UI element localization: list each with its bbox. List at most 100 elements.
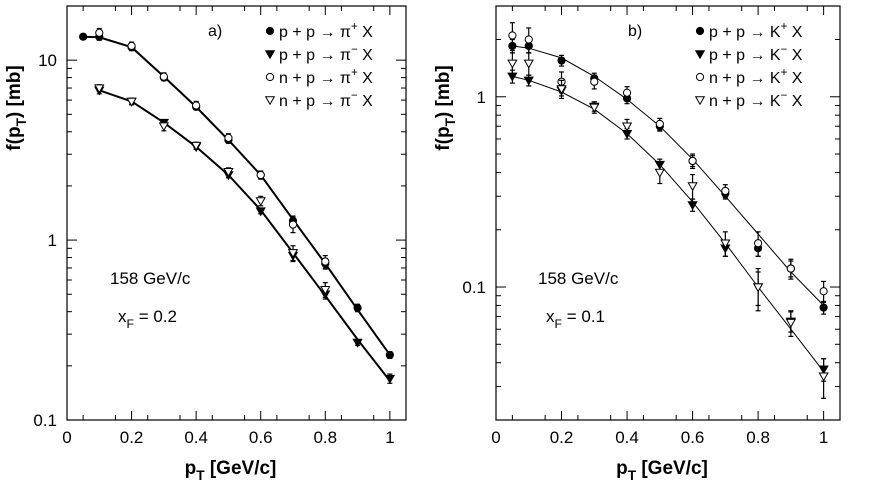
data-point: [287, 249, 299, 259]
data-point: [353, 303, 362, 312]
legend-label: n + p → K+​ X: [709, 67, 803, 87]
x-tick-label: 0.8: [313, 428, 337, 447]
y-tick-label: 0.1: [33, 411, 57, 430]
data-point: [557, 56, 566, 65]
legend-marker: [264, 50, 276, 60]
series-4: [507, 52, 829, 399]
x-tick-label: 0.6: [249, 428, 273, 447]
y-tick-label: 1: [48, 231, 57, 250]
data-point: [127, 41, 136, 51]
chart-panel-b: 0 0.2 0.4 0.6 0.8 1 0.1 1 pT​ [GeV/c] f(pT​) [mb]…: [433, 5, 841, 483]
data-point: [192, 101, 201, 110]
fit-curve: [98, 89, 391, 382]
legend-marker: [265, 72, 275, 82]
legend-marker: [264, 96, 276, 106]
data-point: [79, 32, 88, 41]
data-point: [721, 186, 730, 196]
data-point: [320, 285, 331, 295]
data-point: [654, 168, 665, 178]
legend-label: p + p → K+​ X: [709, 21, 803, 41]
legend-label: n + p → π+​ X: [279, 67, 373, 87]
data-point: [321, 257, 330, 266]
data-point: [622, 88, 632, 97]
y-tick-label: 10: [38, 51, 57, 70]
data-point: [655, 119, 664, 129]
data-point: [819, 287, 828, 296]
data-point: [818, 372, 829, 382]
panel-label: a): [208, 23, 222, 40]
data-point: [95, 28, 104, 37]
data-point: [223, 167, 234, 177]
x-tick-label: 0.4: [184, 428, 208, 447]
legend-label: p + p → π+​ X: [279, 21, 373, 41]
data-point: [288, 220, 298, 229]
data-point: [159, 72, 168, 81]
data-point: [556, 85, 567, 95]
y-axis-label: f(pT​) [mb]: [433, 65, 458, 150]
annotation-energy: 158 GeV/c: [538, 269, 619, 288]
data-point: [590, 77, 599, 86]
annotation-xf: xF​ = 0.2: [118, 307, 177, 331]
legend-marker: [694, 96, 706, 106]
data-point: [385, 350, 394, 360]
data-point: [224, 133, 233, 142]
annotation-xf: xF​ = 0.1: [546, 307, 605, 331]
legend-label: p + p → K−​ X: [709, 44, 803, 64]
x-tick-label: 1: [385, 428, 394, 447]
data-point: [190, 141, 202, 151]
x-tick-label: 0.2: [120, 428, 144, 447]
series-4: [94, 84, 331, 299]
data-point: [255, 197, 266, 207]
series-3: [508, 22, 828, 304]
data-point: [785, 318, 797, 328]
x-axis-label: pT​ [GeV/c]: [616, 458, 708, 483]
data-point: [126, 97, 137, 107]
data-point: [688, 156, 697, 166]
data-point: [384, 374, 396, 384]
panel-label: b): [628, 23, 642, 40]
series-2: [94, 86, 396, 384]
x-tick-label: 0.4: [615, 428, 639, 447]
data-point: [819, 303, 828, 312]
data-point: [687, 201, 698, 211]
plot-frame: [495, 5, 841, 421]
data-point: [523, 59, 534, 69]
data-point: [352, 338, 363, 348]
data-point: [753, 239, 763, 248]
chart-panel-a: 0 0.2 0.4 0.6 0.8 1 0.1 1 10 pT​ [GeV/c] f(pT​) [m…: [4, 5, 407, 483]
y-tick-label: 1: [477, 88, 486, 107]
data-point: [752, 283, 764, 293]
x-tick-label: 0.8: [746, 428, 770, 447]
data-point: [507, 59, 518, 69]
data-point: [687, 182, 698, 192]
data-point: [523, 76, 534, 86]
legend-label: n + p → K−​ X: [709, 90, 803, 110]
data-point: [158, 122, 170, 132]
legend-label: p + p → π−​ X: [279, 44, 373, 64]
data-point: [256, 170, 265, 180]
data-point: [255, 207, 266, 217]
data-point: [621, 122, 633, 132]
series-3: [95, 27, 330, 269]
x-tick-label: 0: [491, 428, 500, 447]
data-point: [589, 103, 600, 113]
annotation-energy: 158 GeV/c: [110, 269, 191, 288]
x-tick-label: 1: [819, 428, 828, 447]
legend-label: n + p → π−​ X: [279, 90, 373, 110]
series-2: [507, 69, 829, 382]
data-point: [524, 35, 533, 44]
legend-marker: [265, 26, 275, 36]
legend-marker: [694, 50, 706, 60]
y-axis-label: f(pT​) [mb]: [4, 65, 29, 150]
data-point: [94, 84, 105, 94]
y-tick-label: 0.1: [462, 278, 486, 297]
data-point: [720, 239, 731, 249]
legend-marker: [695, 72, 705, 82]
plot-frame: [66, 5, 407, 421]
x-tick-label: 0: [62, 428, 71, 447]
data-point: [786, 264, 795, 273]
x-tick-label: 0.6: [681, 428, 705, 447]
x-axis-label: pT​ [GeV/c]: [185, 458, 277, 483]
x-tick-label: 0.2: [550, 428, 574, 447]
